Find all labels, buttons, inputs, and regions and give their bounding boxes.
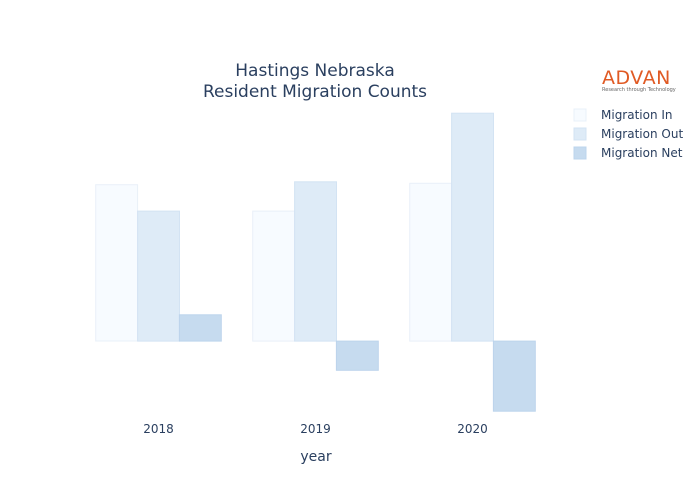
bar-migration-net-2020[interactable] [492, 340, 536, 412]
bar-migration-out-2019[interactable] [294, 181, 338, 342]
chart-title: Hastings Nebraska Resident Migration Cou… [203, 61, 427, 102]
x-tick-label-2019: 2019 [300, 422, 331, 436]
bar-migration-in-2018[interactable] [95, 184, 139, 342]
x-axis-title: year [300, 449, 331, 465]
legend-label: Migration In [601, 108, 673, 122]
x-axis-ticks: 2018 2019 2020 [143, 422, 488, 436]
chart-title-line-1: Hastings Nebraska [235, 61, 394, 81]
legend-swatch [573, 108, 587, 122]
x-tick-label-2020: 2020 [457, 422, 488, 436]
bar-migration-in-2019[interactable] [252, 210, 296, 342]
logo-brand: ADVAN [602, 67, 671, 89]
legend-item-migration-net[interactable]: Migration Net [573, 146, 683, 160]
x-tick-label-2018: 2018 [143, 422, 174, 436]
advan-logo: ADVAN Research through Technology [602, 67, 676, 93]
legend-swatch [573, 146, 587, 160]
legend-swatch [573, 127, 587, 141]
legend-item-migration-out[interactable]: Migration Out [573, 127, 683, 141]
bar-migration-in-2020[interactable] [409, 182, 453, 342]
legend-label: Migration Out [601, 127, 683, 141]
plot-area [95, 112, 536, 412]
logo-tagline: Research through Technology [602, 87, 676, 93]
bar-migration-out-2020[interactable] [451, 112, 495, 342]
legend-label: Migration Net [601, 146, 683, 160]
bar-migration-out-2018[interactable] [137, 210, 181, 342]
chart-title-line-2: Resident Migration Counts [203, 82, 427, 102]
bar-migration-net-2018[interactable] [178, 314, 222, 342]
legend[interactable]: Migration In Migration Out Migration Net [573, 108, 683, 160]
legend-item-migration-in[interactable]: Migration In [573, 108, 673, 122]
bar-migration-net-2019[interactable] [335, 340, 379, 371]
